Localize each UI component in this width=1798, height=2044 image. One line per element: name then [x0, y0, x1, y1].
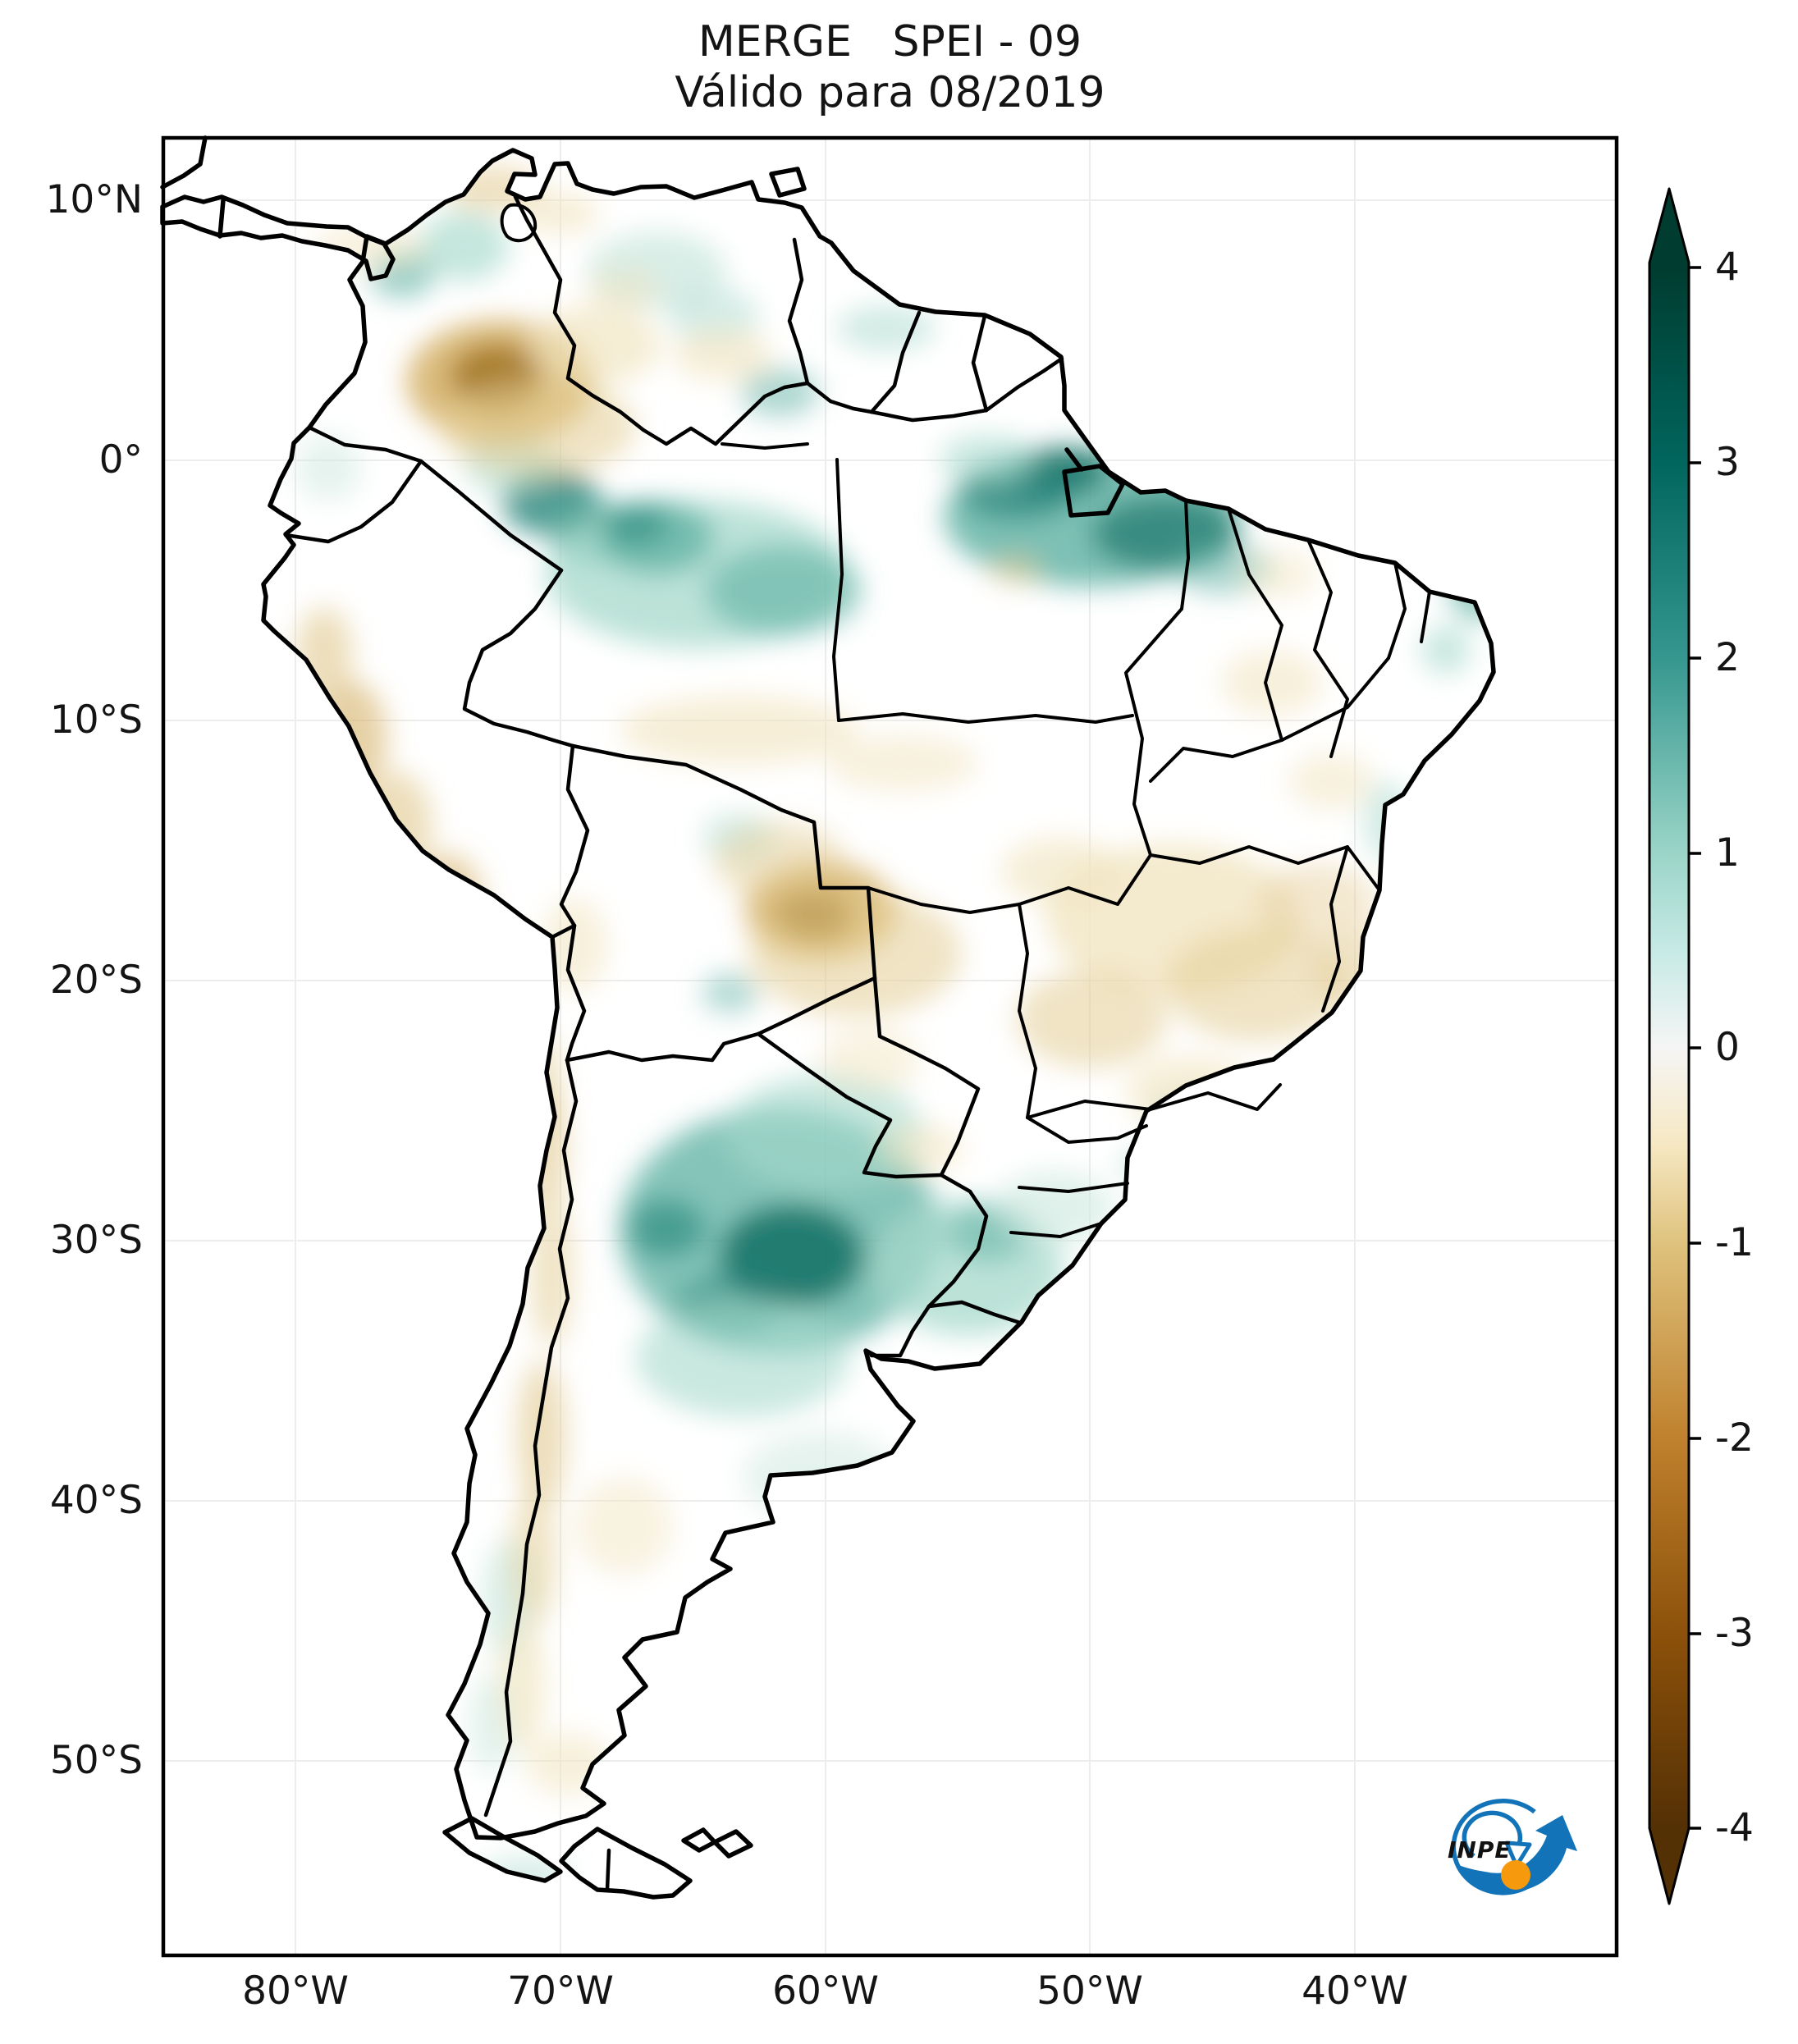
lat-tick-label-0: 0° — [98, 437, 143, 482]
coastline — [160, 135, 1496, 1900]
inpe-down-arrow — [1504, 1841, 1532, 1868]
lon-tick-label-50w: 50°W — [1036, 1969, 1143, 2014]
lat-tick-label-10s: 10°S — [49, 697, 143, 743]
colorbar-tick-label-4: 4 — [1715, 245, 1740, 290]
colorbar-tick-label-n3: -3 — [1715, 1611, 1754, 1656]
colorbar-tick-label-3: 3 — [1715, 440, 1740, 485]
spei-raster-blobs — [295, 166, 1494, 1893]
inpe-orange-dot — [1501, 1860, 1530, 1890]
colorbar-tick-label-n2: -2 — [1715, 1415, 1754, 1461]
colorbar-gradient — [1648, 187, 1690, 1905]
lon-tick-label-40w: 40°W — [1302, 1969, 1408, 2014]
lon-tick-label-70w: 70°W — [507, 1969, 614, 2014]
lat-tick-label-10n: 10°N — [45, 177, 143, 222]
lat-tick-label-30s: 30°S — [49, 1218, 143, 1263]
lat-tick-label-20s: 20°S — [49, 958, 143, 1003]
inpe-logo-icon — [1451, 1799, 1577, 1895]
lake-maracaibo — [500, 203, 538, 243]
inpe-inner-spiral — [1462, 1810, 1523, 1859]
colorbar-tick-label-n1: -1 — [1715, 1220, 1754, 1265]
colorbar — [1648, 187, 1701, 1905]
lon-tick-label-60w: 60°W — [772, 1969, 879, 2014]
country-borders — [283, 194, 1064, 1892]
inpe-logo-text: INPE — [1448, 1836, 1512, 1863]
page-subtitle: Válido para 08/2019 — [675, 68, 1105, 117]
lat-tick-label-40s: 40°S — [49, 1478, 143, 1523]
colorbar-tick-label-n4: -4 — [1715, 1805, 1754, 1850]
lat-tick-label-50s: 50°S — [49, 1738, 143, 1783]
inpe-swoosh-arrow — [1454, 1815, 1577, 1893]
inpe-outer-spiral — [1451, 1799, 1536, 1895]
plot-frame — [161, 135, 1619, 1958]
colorbar-tick-label-2: 2 — [1715, 635, 1740, 680]
colorbar-tick-label-1: 1 — [1715, 830, 1740, 876]
colorbar-ticks — [1689, 266, 1701, 1830]
state-borders — [721, 442, 1431, 1238]
colorbar-tick-label-0: 0 — [1715, 1025, 1740, 1070]
page-title: MERGE SPEI - 09 — [698, 17, 1082, 66]
lon-tick-label-80w: 80°W — [242, 1969, 349, 2014]
